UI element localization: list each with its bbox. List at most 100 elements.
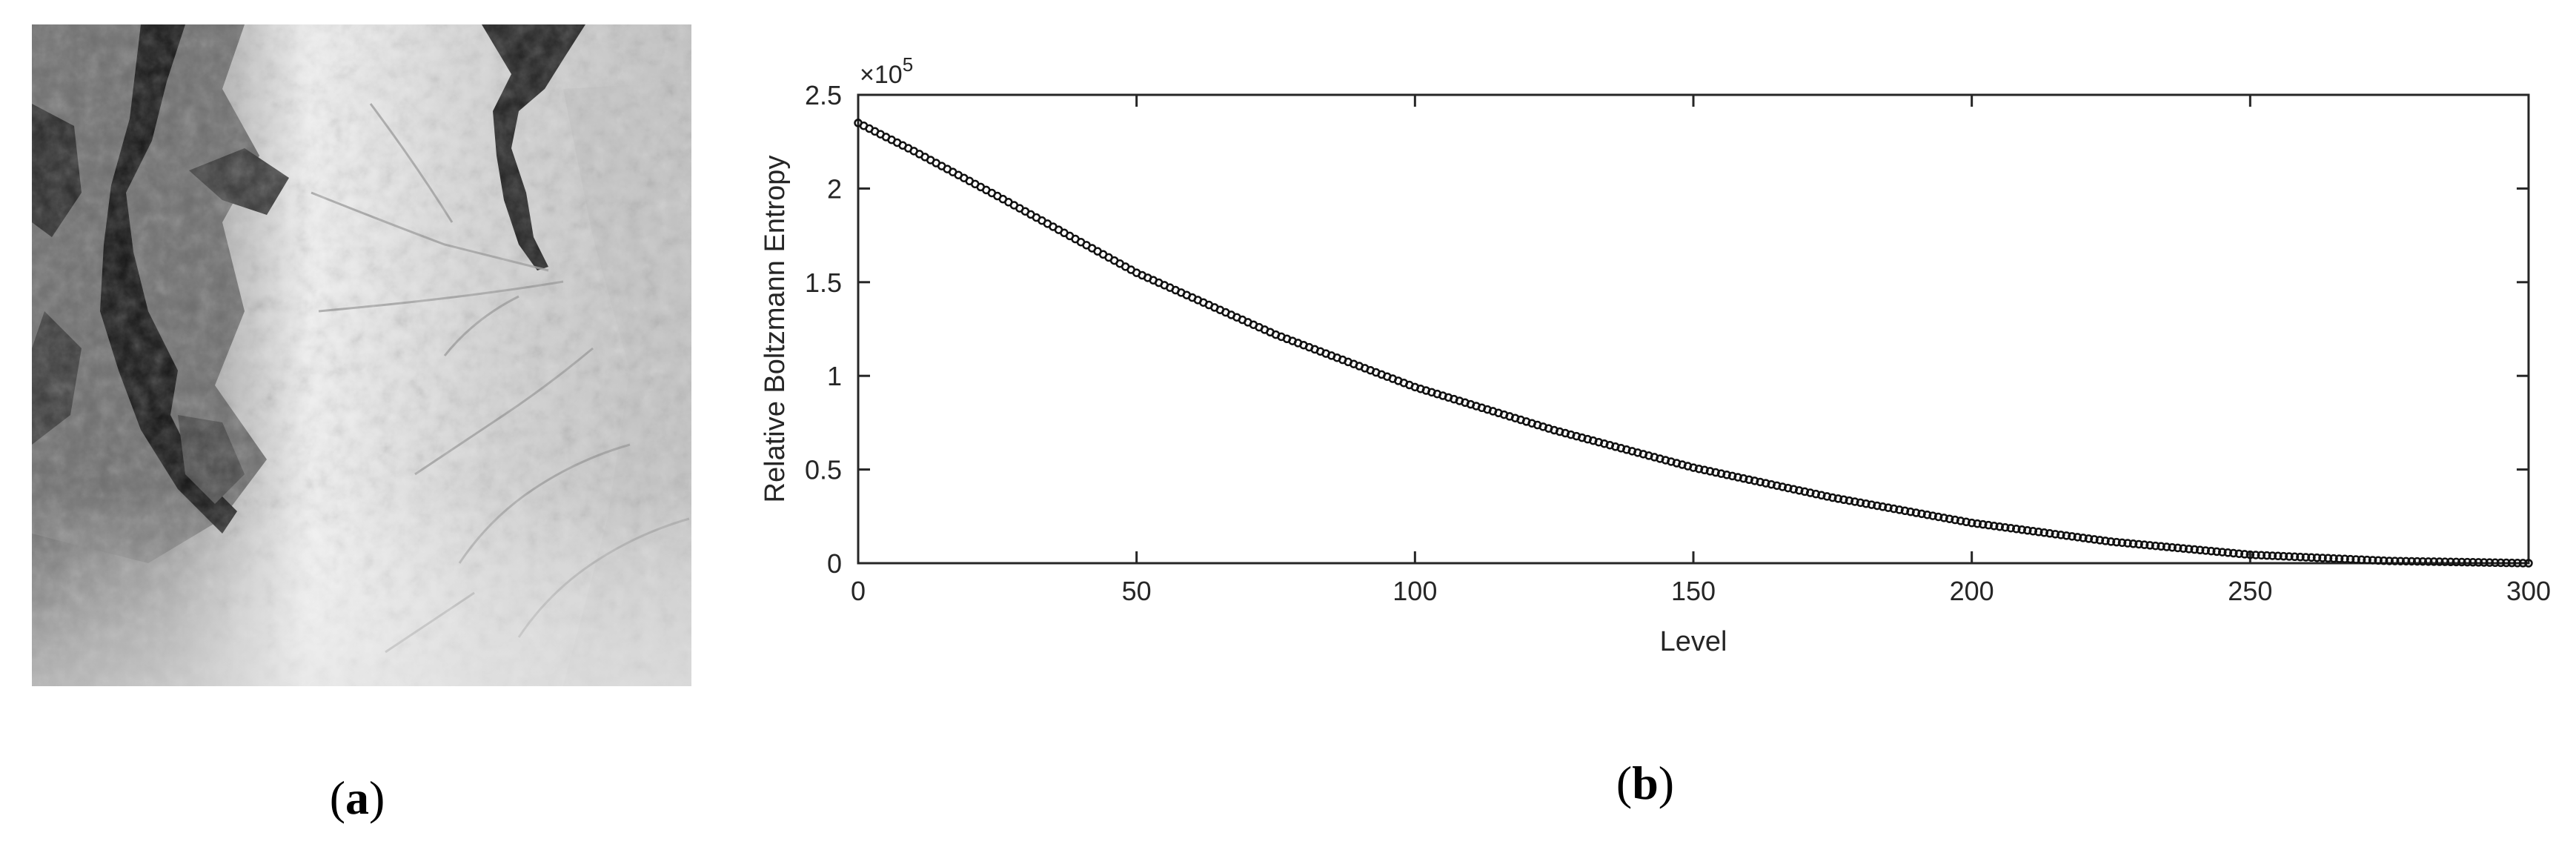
data-point (1956, 516, 1965, 525)
data-point (2435, 557, 2444, 566)
data-point (2412, 557, 2422, 566)
data-point (2095, 536, 2105, 545)
data-point (2363, 555, 2371, 565)
data-point (2440, 557, 2450, 566)
data-point (2301, 553, 2311, 562)
data-point (2062, 531, 2071, 540)
data-point (2157, 542, 2165, 551)
data-point (1828, 493, 1837, 502)
data-point (2463, 557, 2472, 567)
data-point (2034, 528, 2043, 537)
data-point (1978, 519, 1988, 529)
data-point (2101, 537, 2110, 545)
y-tick-label: 0 (827, 548, 842, 579)
y-tick-label: 0.5 (805, 455, 842, 485)
data-point (2396, 557, 2405, 565)
data-point (2023, 526, 2032, 535)
data-point (2379, 556, 2389, 565)
data-point (2279, 551, 2288, 561)
data-point (1862, 499, 1870, 508)
data-point (2407, 557, 2416, 566)
data-point (2195, 545, 2205, 555)
data-point (1962, 517, 1971, 527)
plot-area (857, 93, 2530, 565)
data-point (1839, 495, 1848, 505)
data-point (2507, 558, 2517, 568)
data-point (2474, 558, 2483, 567)
data-point (2329, 554, 2338, 563)
data-point (2245, 550, 2255, 559)
data-point (2223, 548, 2233, 557)
data-point (1873, 501, 1882, 511)
data-point (1989, 521, 1999, 531)
data-point (2028, 527, 2038, 536)
data-point (2401, 557, 2411, 566)
data-point (1945, 514, 1954, 523)
data-point (2179, 544, 2188, 553)
data-point (2090, 535, 2099, 544)
y-axis-label: Relative Boltzmann Entropy (760, 156, 791, 503)
data-point (1867, 500, 1876, 509)
data-point (2068, 532, 2077, 541)
panel-a-label: (a) (329, 771, 385, 824)
data-point (2318, 554, 2327, 562)
x-tick-label: 150 (1671, 576, 1716, 606)
data-point (1967, 518, 1976, 528)
data-point (1895, 505, 1904, 514)
data-point (2000, 522, 2010, 532)
data-point (2285, 552, 2294, 561)
data-point (2368, 556, 2377, 565)
x-tick-label: 200 (1950, 576, 1994, 606)
data-point (1900, 506, 1910, 516)
data-point (2485, 558, 2494, 567)
data-point (2268, 551, 2277, 560)
data-point (2513, 559, 2522, 568)
data-point (2518, 559, 2528, 568)
x-tick-label: 50 (1122, 576, 1152, 606)
data-point (1911, 508, 1921, 517)
data-point (2051, 530, 2060, 539)
data-point (1922, 510, 1932, 519)
data-point (2012, 524, 2021, 534)
data-point (1884, 503, 1893, 512)
data-point (2290, 552, 2300, 562)
panel-b-label: (b) (1616, 757, 1675, 809)
data-point (1845, 496, 1854, 505)
data-point (2151, 541, 2160, 551)
data-point (1856, 498, 1865, 508)
data-point (2274, 551, 2283, 561)
data-point (2323, 554, 2333, 563)
data-point (1928, 511, 1937, 520)
data-point (2451, 557, 2461, 567)
data-point (2206, 546, 2216, 556)
data-point (2123, 539, 2132, 548)
data-point (1984, 520, 1993, 530)
y-axis-ticks: 0 0.5 1 1.5 2 2.5 (805, 80, 2529, 579)
data-point (2140, 540, 2149, 549)
data-point (2374, 556, 2383, 565)
data-point (2390, 557, 2400, 565)
data-point (2469, 558, 2477, 567)
data-point (1933, 512, 1943, 522)
data-point (2457, 557, 2466, 567)
data-point (2084, 534, 2094, 543)
data-point (2145, 541, 2154, 550)
data-point (2112, 537, 2121, 547)
y-exponent-label: ×105 (860, 53, 913, 89)
data-point (2218, 548, 2227, 557)
data-point (1833, 494, 1843, 503)
data-points (854, 119, 2533, 568)
data-point (2418, 557, 2427, 566)
data-point (1973, 519, 1982, 528)
data-point (2057, 531, 2065, 539)
data-point (2446, 557, 2455, 567)
data-point (2296, 552, 2305, 562)
data-point (2480, 558, 2489, 567)
data-point (2106, 537, 2116, 546)
data-point (2079, 534, 2088, 542)
data-point (2212, 547, 2222, 557)
data-point (2184, 545, 2194, 554)
x-tick-label: 100 (1392, 576, 1437, 606)
